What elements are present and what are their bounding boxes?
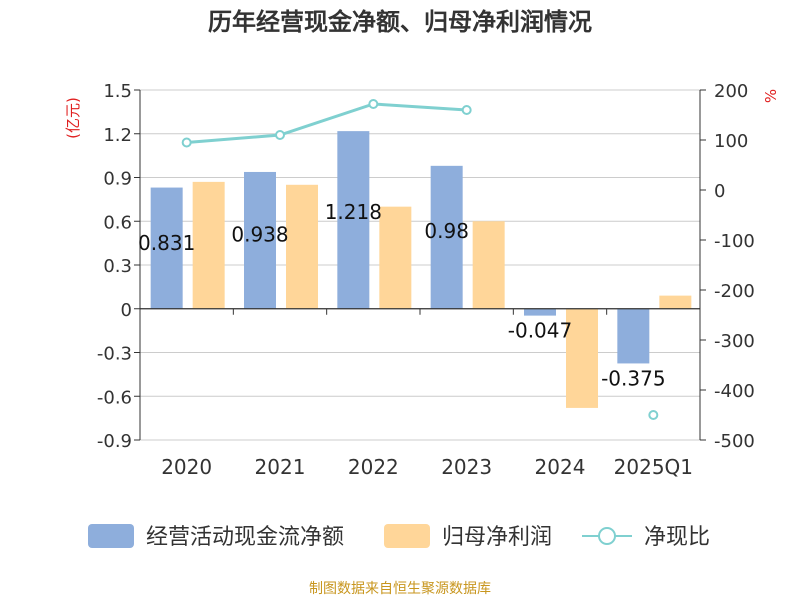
- data-label: 0.938: [231, 223, 288, 247]
- ratio-line: [186, 102, 467, 144]
- bar-net-profit: [286, 184, 318, 309]
- x-axis-tick-label: 2023: [441, 455, 492, 479]
- bar-net-profit: [192, 181, 225, 309]
- left-axis-tick-label: 0.6: [103, 212, 132, 233]
- bar-operating-cash-flow: [524, 308, 556, 316]
- left-axis-title: (亿元): [64, 97, 82, 139]
- ratio-point: [181, 137, 192, 148]
- left-axis-tick-label: -0.6: [97, 387, 132, 408]
- right-axis-tick-label: -100: [714, 231, 755, 252]
- ratio-point: [368, 99, 379, 109]
- ratio-point: [648, 410, 659, 420]
- right-axis-title: %: [762, 89, 780, 103]
- left-axis-tick-label: 0.3: [103, 256, 132, 277]
- x-axis-tick-label: 2022: [348, 455, 399, 479]
- data-label: 1.218: [325, 200, 382, 224]
- left-axis-tick-label: 1.5: [103, 81, 132, 102]
- right-axis-tick-label: -300: [714, 331, 755, 352]
- right-axis-tick-label: 0: [714, 181, 725, 202]
- bar-net-profit: [472, 221, 505, 309]
- legend-swatch-cash-flow: [88, 524, 134, 548]
- ratio-point: [461, 105, 472, 115]
- legend-swatch-net-profit: [384, 524, 430, 548]
- data-label: -0.375: [601, 366, 665, 390]
- source-footer: 制图数据来自恒生聚源数据库: [309, 581, 491, 597]
- right-axis-tick-label: -500: [714, 431, 755, 452]
- bar-net-profit: [566, 308, 598, 408]
- right-axis-tick-label: -200: [714, 281, 755, 302]
- data-label: -0.047: [508, 319, 572, 343]
- x-axis-tick-label: 2021: [255, 455, 306, 479]
- x-axis-tick-label: 2025Q1: [614, 455, 693, 479]
- left-axis-tick-label: -0.3: [97, 344, 132, 365]
- ratio-point: [275, 130, 285, 140]
- data-label: 0.98: [424, 219, 469, 243]
- right-axis-tick-label: 100: [714, 131, 748, 152]
- bar-operating-cash-flow: [617, 308, 650, 364]
- left-axis-tick-label: 0: [121, 300, 132, 321]
- legend-label-ratio: 净现比: [644, 525, 710, 550]
- legend-marker-ratio: [598, 527, 616, 545]
- left-axis-tick-label: 0.9: [103, 169, 132, 190]
- x-axis-tick-label: 2024: [535, 455, 586, 479]
- bar-operating-cash-flow: [150, 187, 183, 309]
- x-axis-tick-label: 2020: [161, 455, 212, 479]
- bar-net-profit: [659, 295, 692, 309]
- right-axis-tick-label: -400: [714, 381, 755, 402]
- right-axis-tick-label: 200: [714, 81, 748, 102]
- bar-net-profit: [379, 206, 412, 309]
- legend-label-cash-flow: 经营活动现金流净额: [146, 525, 344, 550]
- chart-title: 历年经营现金净额、归母净利润情况: [208, 8, 592, 36]
- bar-operating-cash-flow: [430, 165, 463, 309]
- data-label: 0.831: [138, 231, 195, 255]
- legend-label-net-profit: 归母净利润: [442, 525, 552, 550]
- left-axis-tick-label: 1.2: [103, 125, 132, 146]
- bar-operating-cash-flow: [337, 131, 370, 309]
- left-axis-tick-label: -0.9: [97, 431, 132, 452]
- bar-operating-cash-flow: [244, 171, 276, 309]
